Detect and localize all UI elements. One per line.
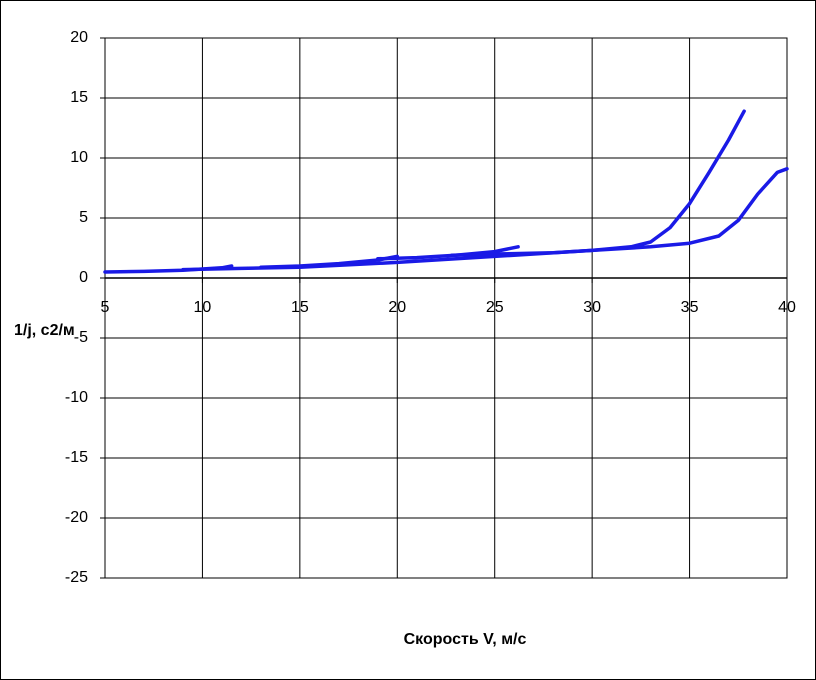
x-tick-label: 5 bbox=[101, 299, 110, 316]
x-tick-label: 20 bbox=[388, 299, 406, 316]
y-tick-label: 0 bbox=[79, 269, 88, 286]
x-tick-label: 10 bbox=[194, 299, 212, 316]
y-axis-title: 1/j, с2/м bbox=[14, 322, 75, 339]
y-tick-label: 15 bbox=[70, 89, 88, 106]
x-tick-label: 15 bbox=[291, 299, 309, 316]
plot-area bbox=[104, 37, 788, 579]
x-axis-title: Скорость V, м/с bbox=[404, 631, 527, 648]
y-tick-label: 5 bbox=[79, 209, 88, 226]
x-tick-label: 35 bbox=[681, 299, 699, 316]
y-tick-label: -10 bbox=[65, 389, 88, 406]
y-tick-label: -20 bbox=[65, 509, 88, 526]
x-tick-label: 25 bbox=[486, 299, 504, 316]
y-tick-label: -5 bbox=[74, 329, 88, 346]
y-tick-label: 20 bbox=[70, 29, 88, 46]
data-line bbox=[181, 167, 789, 272]
x-tick-label: 40 bbox=[778, 299, 796, 316]
x-tick-label: 30 bbox=[583, 299, 601, 316]
y-tick-label: -25 bbox=[65, 569, 88, 586]
y-tick-label: -15 bbox=[65, 449, 88, 466]
y-tick-label: 10 bbox=[70, 149, 88, 166]
